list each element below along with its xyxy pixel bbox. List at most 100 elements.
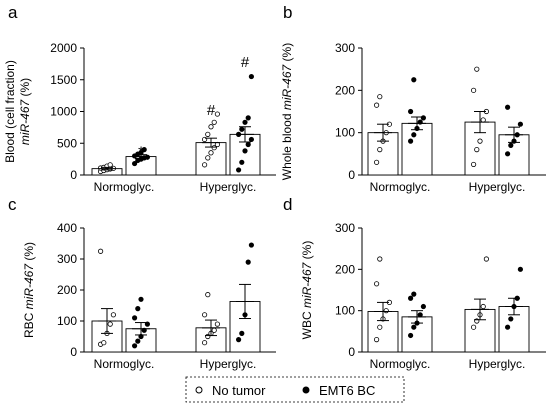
- y-axis-title-unit: (%): [280, 43, 294, 65]
- group-label: Normoglyc.: [370, 180, 431, 194]
- data-point: [474, 66, 480, 72]
- data-point: [411, 324, 417, 330]
- data-point: [98, 248, 104, 254]
- data-point: [474, 147, 480, 153]
- y-tick-label: 0: [70, 168, 77, 182]
- legend-box: [185, 376, 405, 403]
- data-point: [417, 312, 423, 318]
- y-axis-title: Whole blood miR-467 (%): [280, 43, 294, 180]
- y-axis-title-unit: (%): [22, 242, 36, 264]
- panel-b: b 0 100 200 300 Whole blood miR-467 (%) Normog…: [280, 3, 546, 194]
- data-point: [470, 324, 477, 330]
- y-axis-title-unit: (%): [18, 78, 32, 100]
- group-label: Normoglyc.: [370, 357, 431, 371]
- data-point: [135, 305, 141, 312]
- data-point: [141, 147, 147, 153]
- panel-a: a 0 500 1000 1500 2000 Blood (cell fraction)mi…: [3, 3, 276, 194]
- panel-letter: c: [8, 195, 17, 214]
- y-tick-label: 0: [348, 168, 355, 182]
- data-point: [477, 138, 483, 144]
- data-point: [245, 259, 251, 265]
- y-axis-title-prefix: WBC: [300, 308, 314, 339]
- data-point: [107, 321, 113, 327]
- data-point: [202, 312, 208, 318]
- data-point: [377, 147, 383, 153]
- data-point: [214, 321, 220, 327]
- data-point: [208, 150, 214, 156]
- y-tick-label: 2000: [50, 41, 77, 55]
- y-tick-label: 200: [57, 283, 77, 297]
- y-tick-label: 200: [335, 83, 355, 97]
- data-point: [508, 142, 514, 148]
- data-point: [411, 291, 417, 297]
- y-axis-title-gene: miR-467: [300, 261, 314, 308]
- data-point: [517, 121, 524, 127]
- significance-marker: *: [138, 144, 144, 161]
- data-point: [248, 242, 254, 248]
- data-point: [239, 330, 245, 336]
- data-point: [202, 162, 208, 168]
- data-point: [248, 136, 254, 143]
- legend: No tumor EMT6 BC: [185, 376, 405, 403]
- y-tick-label: 0: [348, 345, 355, 359]
- panel-letter: d: [283, 195, 292, 214]
- y-tick-label: 0: [70, 345, 77, 359]
- data-point: [202, 340, 208, 346]
- data-point: [205, 292, 211, 298]
- data-point: [245, 141, 251, 148]
- data-point: [504, 324, 511, 330]
- data-point: [214, 111, 220, 117]
- data-point: [480, 303, 486, 310]
- group-label: Hyperglyc.: [200, 357, 257, 371]
- data-point: [110, 312, 117, 318]
- legend-open-circle-marker: [195, 386, 203, 394]
- group-label: Normoglyc.: [94, 357, 155, 371]
- data-point: [377, 256, 383, 262]
- data-point: [377, 94, 383, 100]
- data-point: [242, 119, 248, 125]
- data-point: [407, 108, 414, 115]
- data-point: [239, 126, 245, 132]
- data-point: [504, 151, 511, 157]
- data-point: [420, 303, 426, 310]
- y-tick-label: 300: [335, 221, 355, 235]
- legend-label-no-tumor: No tumor: [212, 383, 266, 398]
- significance-marker: #: [241, 54, 250, 71]
- data-point: [508, 316, 514, 322]
- y-tick-label: 100: [57, 314, 77, 328]
- y-tick-label: 300: [335, 41, 355, 55]
- data-point: [211, 119, 217, 125]
- data-point: [470, 87, 477, 93]
- y-axis-title: Blood (cell fraction)miR-467 (%): [3, 60, 32, 163]
- data-point: [205, 131, 211, 137]
- data-point: [407, 295, 414, 301]
- y-tick-label: 400: [57, 221, 77, 235]
- y-axis-title-prefix: RBC: [22, 309, 36, 338]
- data-point: [373, 159, 380, 165]
- data-point: [411, 132, 417, 138]
- y-tick-label: 100: [335, 126, 355, 140]
- data-point: [208, 124, 214, 130]
- y-tick-label: 1000: [50, 105, 77, 119]
- y-axis-title: WBC miR-467 (%): [300, 241, 314, 340]
- data-point: [483, 256, 489, 262]
- data-point: [411, 77, 417, 83]
- y-tick-label: 200: [335, 262, 355, 276]
- group-label: Normoglyc.: [94, 180, 155, 194]
- significance-marker: #: [207, 102, 216, 119]
- group-label: Hyperglyc.: [469, 180, 526, 194]
- y-axis-title-gene: miR-467: [18, 99, 32, 146]
- data-point: [373, 336, 380, 343]
- data-point: [517, 266, 524, 272]
- panel-d: d 0 100 200 300 WBC miR-467 (%) Normoglyc. Hype…: [283, 195, 546, 371]
- data-point: [504, 104, 511, 110]
- y-tick-label: 500: [57, 136, 77, 150]
- y-axis-title-unit: (%): [300, 241, 314, 263]
- data-point: [407, 138, 414, 144]
- data-point: [480, 117, 486, 123]
- data-point: [205, 155, 211, 161]
- data-point: [407, 332, 414, 339]
- data-point: [373, 102, 380, 108]
